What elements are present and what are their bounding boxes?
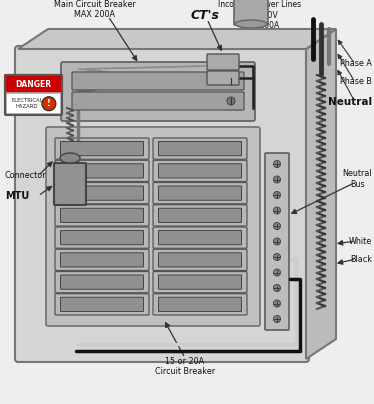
FancyBboxPatch shape bbox=[153, 160, 247, 181]
Circle shape bbox=[273, 176, 280, 183]
FancyBboxPatch shape bbox=[55, 271, 149, 293]
FancyBboxPatch shape bbox=[61, 62, 255, 121]
FancyBboxPatch shape bbox=[61, 208, 144, 223]
Circle shape bbox=[273, 223, 280, 229]
Text: Neutral
Bus: Neutral Bus bbox=[342, 169, 372, 189]
FancyBboxPatch shape bbox=[265, 153, 289, 330]
Text: Connector: Connector bbox=[5, 172, 47, 181]
FancyBboxPatch shape bbox=[54, 163, 86, 205]
FancyBboxPatch shape bbox=[72, 72, 244, 90]
Text: Phase A: Phase A bbox=[340, 59, 372, 69]
FancyBboxPatch shape bbox=[55, 227, 149, 248]
FancyBboxPatch shape bbox=[207, 71, 239, 85]
Circle shape bbox=[273, 207, 280, 214]
FancyBboxPatch shape bbox=[55, 160, 149, 181]
Circle shape bbox=[273, 316, 280, 322]
FancyBboxPatch shape bbox=[159, 186, 242, 200]
Text: Main Circuit Breaker
MAX 200A: Main Circuit Breaker MAX 200A bbox=[54, 0, 136, 19]
FancyBboxPatch shape bbox=[61, 141, 144, 156]
Text: ELECTRICAL
HAZARD: ELECTRICAL HAZARD bbox=[11, 98, 43, 109]
Circle shape bbox=[273, 269, 280, 276]
Polygon shape bbox=[18, 29, 336, 49]
FancyBboxPatch shape bbox=[55, 249, 149, 271]
FancyBboxPatch shape bbox=[207, 54, 239, 70]
Ellipse shape bbox=[60, 153, 80, 163]
FancyBboxPatch shape bbox=[153, 138, 247, 159]
FancyBboxPatch shape bbox=[153, 183, 247, 204]
FancyBboxPatch shape bbox=[61, 253, 144, 267]
FancyBboxPatch shape bbox=[153, 249, 247, 271]
FancyBboxPatch shape bbox=[55, 183, 149, 204]
FancyBboxPatch shape bbox=[61, 231, 144, 245]
Circle shape bbox=[273, 160, 280, 168]
Text: CT's: CT's bbox=[190, 9, 220, 22]
Text: DANGER: DANGER bbox=[15, 80, 52, 89]
FancyBboxPatch shape bbox=[153, 205, 247, 226]
FancyBboxPatch shape bbox=[159, 253, 242, 267]
FancyBboxPatch shape bbox=[5, 75, 62, 94]
FancyBboxPatch shape bbox=[61, 186, 144, 200]
FancyBboxPatch shape bbox=[61, 164, 144, 178]
Circle shape bbox=[273, 238, 280, 245]
Circle shape bbox=[273, 300, 280, 307]
FancyBboxPatch shape bbox=[159, 297, 242, 311]
FancyBboxPatch shape bbox=[159, 141, 242, 156]
FancyBboxPatch shape bbox=[15, 46, 309, 362]
FancyBboxPatch shape bbox=[72, 92, 244, 110]
Text: Phase B: Phase B bbox=[340, 78, 372, 86]
Text: Neutral: Neutral bbox=[328, 97, 372, 107]
Text: MTU: MTU bbox=[5, 191, 29, 201]
Circle shape bbox=[227, 77, 235, 85]
FancyBboxPatch shape bbox=[55, 138, 149, 159]
Text: Black: Black bbox=[350, 255, 372, 263]
FancyBboxPatch shape bbox=[159, 231, 242, 245]
FancyBboxPatch shape bbox=[46, 127, 260, 326]
Circle shape bbox=[42, 97, 56, 111]
FancyBboxPatch shape bbox=[159, 275, 242, 289]
FancyBboxPatch shape bbox=[6, 93, 61, 114]
Text: Incoming Power Lines
120/240V
MAX 200A: Incoming Power Lines 120/240V MAX 200A bbox=[218, 0, 301, 30]
Circle shape bbox=[227, 97, 235, 105]
Text: !: ! bbox=[47, 99, 51, 108]
FancyBboxPatch shape bbox=[159, 208, 242, 223]
Circle shape bbox=[273, 284, 280, 292]
FancyBboxPatch shape bbox=[153, 227, 247, 248]
FancyBboxPatch shape bbox=[234, 0, 268, 25]
Text: 15 or 20A
Circuit Breaker: 15 or 20A Circuit Breaker bbox=[155, 357, 215, 376]
FancyBboxPatch shape bbox=[159, 164, 242, 178]
FancyBboxPatch shape bbox=[61, 275, 144, 289]
Text: White: White bbox=[349, 236, 372, 246]
FancyBboxPatch shape bbox=[153, 271, 247, 293]
Ellipse shape bbox=[235, 20, 267, 28]
FancyBboxPatch shape bbox=[55, 294, 149, 315]
Circle shape bbox=[273, 253, 280, 261]
FancyBboxPatch shape bbox=[55, 205, 149, 226]
Polygon shape bbox=[306, 29, 336, 359]
Circle shape bbox=[273, 191, 280, 198]
FancyBboxPatch shape bbox=[61, 297, 144, 311]
FancyBboxPatch shape bbox=[153, 294, 247, 315]
